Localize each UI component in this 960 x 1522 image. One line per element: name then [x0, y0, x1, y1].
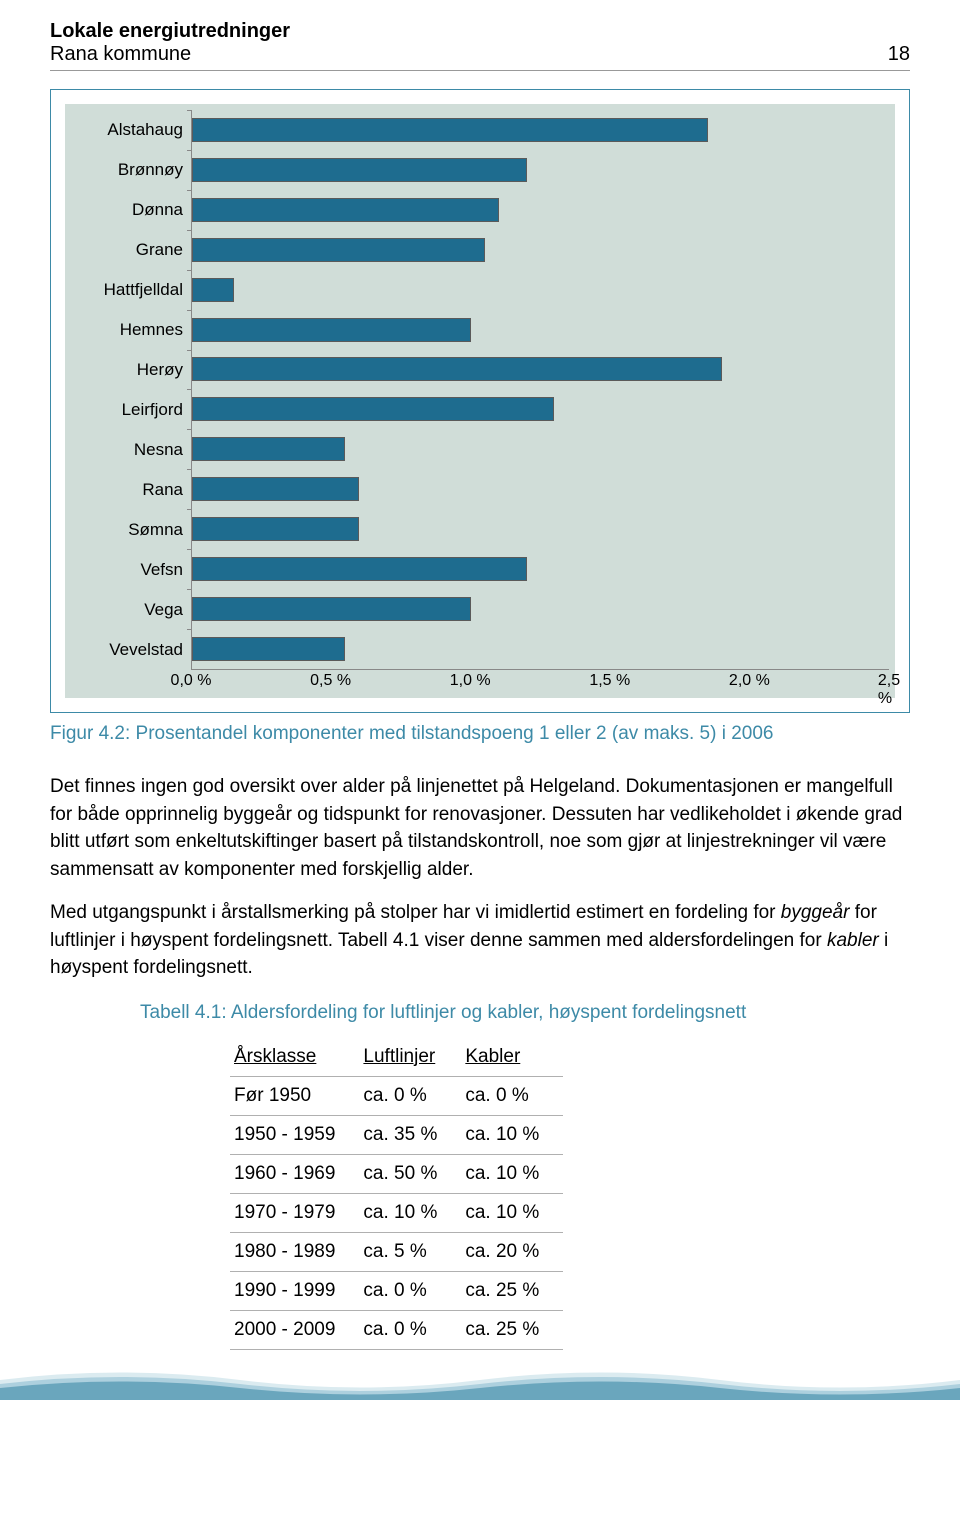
- p2-italic-1: byggeår: [781, 902, 850, 923]
- footer-wave-icon: [0, 1360, 960, 1400]
- doc-subtitle: Rana kommune: [50, 43, 191, 66]
- chart-bar-row: [192, 429, 889, 469]
- chart-bar: [192, 318, 471, 342]
- chart-bar: [192, 278, 234, 302]
- table-row: 2000 - 2009ca. 0 %ca. 25 %: [230, 1310, 563, 1349]
- table-row: Før 1950ca. 0 %ca. 0 %: [230, 1076, 563, 1115]
- chart-category-label: Hemnes: [71, 310, 191, 350]
- table-caption: Tabell 4.1: Aldersfordeling for luftlinj…: [140, 1002, 910, 1024]
- chart-category-label: Dønna: [71, 190, 191, 230]
- chart-bar-row: [192, 629, 889, 669]
- chart-bar-row: [192, 469, 889, 509]
- chart-bar-row: [192, 150, 889, 190]
- chart-bar: [192, 238, 485, 262]
- table-cell: ca. 0 %: [461, 1076, 563, 1115]
- chart-bar: [192, 517, 359, 541]
- chart-bar-row: [192, 509, 889, 549]
- chart-x-tick: 1,0 %: [450, 672, 491, 690]
- chart-bar-row: [192, 270, 889, 310]
- body-paragraph-1: Det finnes ingen god oversikt over alder…: [50, 773, 910, 883]
- chart-category-label: Vevelstad: [71, 630, 191, 670]
- chart-x-tick: 0,0 %: [171, 672, 212, 690]
- chart-bar: [192, 118, 708, 142]
- chart-category-label: Alstahaug: [71, 110, 191, 150]
- chart-x-tick: 2,0 %: [729, 672, 770, 690]
- chart-bar-row: [192, 310, 889, 350]
- table-cell: ca. 10 %: [461, 1154, 563, 1193]
- table-header-cell: Kabler: [461, 1038, 563, 1077]
- chart-caption: Figur 4.2: Prosentandel komponenter med …: [50, 723, 910, 745]
- table-header-cell: Luftlinjer: [359, 1038, 461, 1077]
- table-cell: 1960 - 1969: [230, 1154, 359, 1193]
- table-cell: ca. 0 %: [359, 1076, 461, 1115]
- table-cell: ca. 20 %: [461, 1232, 563, 1271]
- chart-x-tick: 0,5 %: [310, 672, 351, 690]
- table-row: 1950 - 1959ca. 35 %ca. 10 %: [230, 1115, 563, 1154]
- chart-bar: [192, 597, 471, 621]
- page-number: 18: [888, 43, 910, 66]
- table-cell: ca. 10 %: [461, 1115, 563, 1154]
- table-cell: ca. 50 %: [359, 1154, 461, 1193]
- p2-italic-2: kabler: [827, 930, 879, 951]
- table-cell: ca. 0 %: [359, 1310, 461, 1349]
- chart-bar: [192, 397, 554, 421]
- chart-category-label: Rana: [71, 470, 191, 510]
- chart-bar: [192, 357, 722, 381]
- chart-bar-row: [192, 190, 889, 230]
- table-cell: ca. 25 %: [461, 1271, 563, 1310]
- chart-bar-row: [192, 389, 889, 429]
- chart-bar: [192, 437, 345, 461]
- chart-bar-row: [192, 230, 889, 270]
- chart-category-label: Nesna: [71, 430, 191, 470]
- table-cell: 1970 - 1979: [230, 1193, 359, 1232]
- table-cell: ca. 0 %: [359, 1271, 461, 1310]
- table-cell: 2000 - 2009: [230, 1310, 359, 1349]
- page-header: Lokale energiutredninger Rana kommune 18: [50, 20, 910, 71]
- table-cell: ca. 25 %: [461, 1310, 563, 1349]
- table-cell: 1980 - 1989: [230, 1232, 359, 1271]
- table-header-cell: Årsklasse: [230, 1038, 359, 1077]
- chart-bar-row: [192, 589, 889, 629]
- p2-part-a: Med utgangspunkt i årstallsmerking på st…: [50, 902, 781, 923]
- chart-bar: [192, 198, 499, 222]
- table-cell: ca. 35 %: [359, 1115, 461, 1154]
- chart-category-label: Vefsn: [71, 550, 191, 590]
- table-cell: ca. 10 %: [359, 1193, 461, 1232]
- chart-x-tick: 1,5 %: [589, 672, 630, 690]
- table-cell: ca. 10 %: [461, 1193, 563, 1232]
- chart-category-label: Brønnøy: [71, 150, 191, 190]
- chart-category-label: Herøy: [71, 350, 191, 390]
- chart-bar-row: [192, 110, 889, 150]
- chart-bar-row: [192, 350, 889, 390]
- table-cell: 1990 - 1999: [230, 1271, 359, 1310]
- table-cell: Før 1950: [230, 1076, 359, 1115]
- table-cell: ca. 5 %: [359, 1232, 461, 1271]
- chart-category-label: Vega: [71, 590, 191, 630]
- chart-bar-row: [192, 549, 889, 589]
- chart-y-labels: AlstahaugBrønnøyDønnaGraneHattfjelldalHe…: [71, 110, 191, 670]
- chart-category-label: Grane: [71, 230, 191, 270]
- chart-plot-area: AlstahaugBrønnøyDønnaGraneHattfjelldalHe…: [65, 104, 895, 698]
- chart-bar: [192, 477, 359, 501]
- table-cell: 1950 - 1959: [230, 1115, 359, 1154]
- age-distribution-table: ÅrsklasseLuftlinjerKabler Før 1950ca. 0 …: [230, 1038, 563, 1350]
- chart-category-label: Hattfjelldal: [71, 270, 191, 310]
- chart-bar: [192, 637, 345, 661]
- chart-frame: AlstahaugBrønnøyDønnaGraneHattfjelldalHe…: [50, 89, 910, 713]
- doc-title: Lokale energiutredninger: [50, 20, 910, 43]
- body-paragraph-2: Med utgangspunkt i årstallsmerking på st…: [50, 899, 910, 982]
- table-row: 1990 - 1999ca. 0 %ca. 25 %: [230, 1271, 563, 1310]
- chart-bars: [191, 110, 889, 670]
- chart-category-label: Sømna: [71, 510, 191, 550]
- chart-x-tick: 2,5 %: [878, 672, 900, 708]
- chart-bar: [192, 557, 527, 581]
- table-row: 1980 - 1989ca. 5 %ca. 20 %: [230, 1232, 563, 1271]
- chart-category-label: Leirfjord: [71, 390, 191, 430]
- chart-x-axis: 0,0 %0,5 %1,0 %1,5 %2,0 %2,5 %: [191, 672, 889, 694]
- table-row: 1960 - 1969ca. 50 %ca. 10 %: [230, 1154, 563, 1193]
- chart-bar: [192, 158, 527, 182]
- table-row: 1970 - 1979ca. 10 %ca. 10 %: [230, 1193, 563, 1232]
